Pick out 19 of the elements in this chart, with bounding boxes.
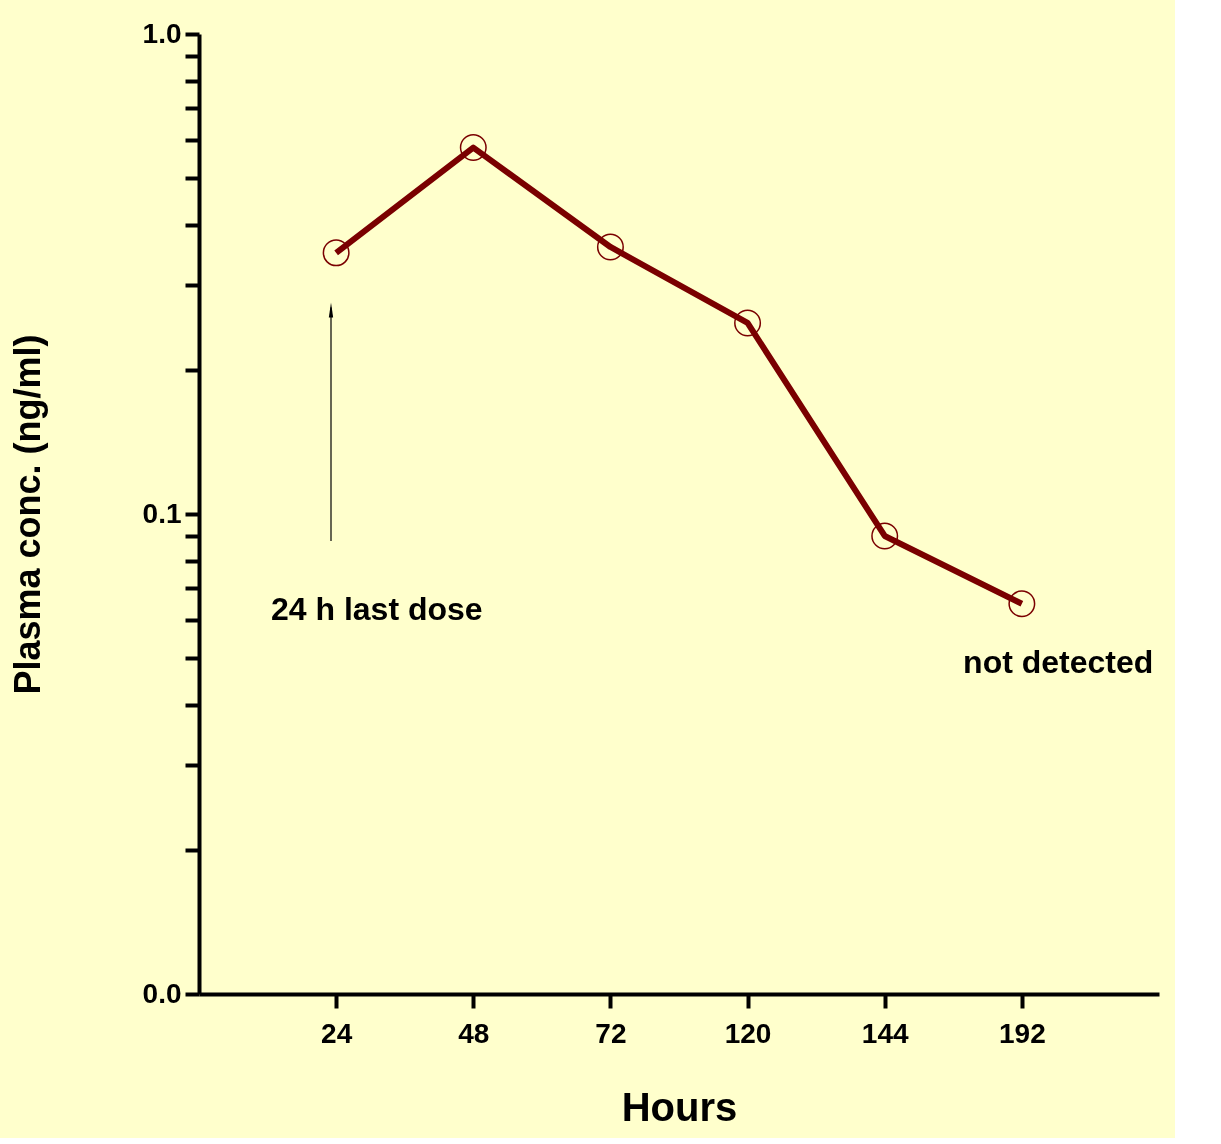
y-tick-label: 0.0 — [142, 977, 182, 1009]
point — [734, 309, 762, 337]
x-tick-label: 144 — [861, 1017, 909, 1049]
point — [1008, 590, 1036, 618]
point — [459, 134, 487, 162]
annotation: not detected — [963, 643, 1154, 680]
y-axis-title: Plasma conc. (ng/ml) — [6, 334, 48, 695]
x-tick-label: 120 — [724, 1017, 772, 1049]
point — [322, 239, 350, 267]
x-axis-title: Hours — [621, 1084, 738, 1129]
point — [596, 233, 624, 261]
x-tick-label: 48 — [458, 1017, 490, 1049]
x-tick-label: 192 — [999, 1017, 1046, 1049]
annotation: 24 h last dose — [271, 591, 483, 627]
y-tick-label: 0.1 — [142, 497, 182, 529]
point — [871, 522, 899, 550]
x-tick-label: 24 — [321, 1017, 353, 1049]
x-tick-label: 72 — [595, 1017, 627, 1049]
y-tick-label: 1.0 — [142, 17, 182, 49]
